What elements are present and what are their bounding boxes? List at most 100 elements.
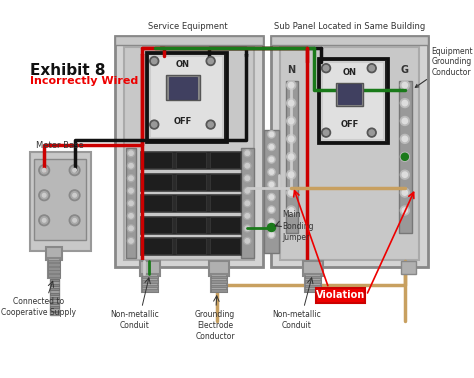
Circle shape: [244, 162, 251, 169]
Bar: [264, 130, 279, 253]
Circle shape: [69, 215, 80, 226]
Circle shape: [41, 167, 48, 174]
Circle shape: [402, 172, 408, 177]
Circle shape: [269, 132, 273, 136]
Bar: [169, 77, 197, 99]
Circle shape: [323, 65, 329, 71]
Circle shape: [42, 194, 46, 197]
Circle shape: [129, 226, 133, 231]
Bar: [140, 237, 241, 255]
Circle shape: [268, 131, 275, 138]
Circle shape: [367, 128, 376, 137]
Circle shape: [289, 118, 294, 124]
Circle shape: [268, 143, 275, 150]
Circle shape: [244, 187, 251, 194]
Circle shape: [402, 190, 408, 195]
Text: OFF: OFF: [340, 120, 358, 129]
Text: Non-metallic
Conduit: Non-metallic Conduit: [110, 310, 159, 330]
Circle shape: [244, 237, 251, 245]
Circle shape: [401, 135, 410, 143]
Bar: [48, 270, 60, 273]
Bar: [140, 152, 241, 169]
Circle shape: [287, 152, 296, 161]
Bar: [401, 262, 416, 274]
Circle shape: [244, 200, 251, 207]
Bar: [272, 36, 428, 45]
Bar: [142, 285, 158, 287]
Circle shape: [150, 120, 159, 129]
Circle shape: [39, 165, 50, 175]
Bar: [142, 174, 172, 190]
Bar: [115, 36, 263, 267]
Bar: [50, 306, 58, 308]
Bar: [48, 263, 60, 266]
Circle shape: [402, 118, 408, 124]
Circle shape: [268, 169, 275, 175]
Circle shape: [42, 218, 46, 222]
Circle shape: [206, 57, 215, 65]
Circle shape: [71, 217, 78, 224]
Text: ON: ON: [176, 60, 190, 69]
Bar: [146, 52, 227, 142]
Bar: [126, 148, 137, 258]
Circle shape: [129, 201, 133, 206]
Circle shape: [322, 128, 330, 137]
Text: Grounding
Electrode
Conductor: Grounding Electrode Conductor: [195, 310, 235, 341]
Bar: [166, 75, 200, 101]
Circle shape: [152, 58, 157, 64]
Circle shape: [128, 237, 135, 245]
Circle shape: [206, 120, 215, 129]
Circle shape: [401, 99, 410, 108]
Bar: [48, 274, 60, 277]
Bar: [305, 280, 321, 283]
Circle shape: [401, 206, 410, 215]
Bar: [305, 285, 321, 287]
Circle shape: [401, 116, 410, 125]
Bar: [150, 56, 223, 138]
Circle shape: [289, 154, 294, 160]
Bar: [142, 152, 172, 169]
Bar: [34, 160, 86, 240]
Text: Main
Bonding
Jumper: Main Bonding Jumper: [282, 211, 314, 242]
Circle shape: [268, 231, 275, 238]
Bar: [140, 216, 241, 234]
Bar: [142, 274, 158, 292]
Circle shape: [289, 208, 294, 213]
Bar: [305, 276, 321, 279]
Circle shape: [269, 232, 273, 237]
Circle shape: [245, 214, 250, 218]
Circle shape: [269, 170, 273, 174]
Bar: [50, 311, 58, 313]
Circle shape: [289, 172, 294, 177]
Circle shape: [39, 190, 50, 201]
Bar: [142, 217, 172, 233]
Bar: [305, 274, 321, 292]
Bar: [241, 148, 254, 258]
Circle shape: [287, 99, 296, 108]
Circle shape: [128, 150, 135, 157]
Circle shape: [287, 170, 296, 179]
Circle shape: [269, 157, 273, 162]
Bar: [286, 81, 298, 233]
Circle shape: [39, 215, 50, 226]
Bar: [210, 152, 240, 169]
Circle shape: [152, 122, 157, 127]
Circle shape: [150, 57, 159, 65]
Circle shape: [401, 188, 410, 197]
Circle shape: [401, 170, 410, 179]
Circle shape: [323, 130, 329, 135]
Circle shape: [401, 152, 410, 161]
Circle shape: [402, 82, 408, 88]
Circle shape: [269, 208, 273, 212]
Bar: [176, 174, 206, 190]
Bar: [48, 260, 60, 262]
Bar: [210, 276, 227, 279]
Text: G: G: [401, 65, 409, 75]
Circle shape: [71, 192, 78, 199]
Bar: [210, 238, 240, 254]
Circle shape: [128, 175, 135, 182]
Bar: [50, 293, 58, 294]
Bar: [50, 302, 58, 304]
Circle shape: [128, 200, 135, 207]
Circle shape: [42, 169, 46, 172]
